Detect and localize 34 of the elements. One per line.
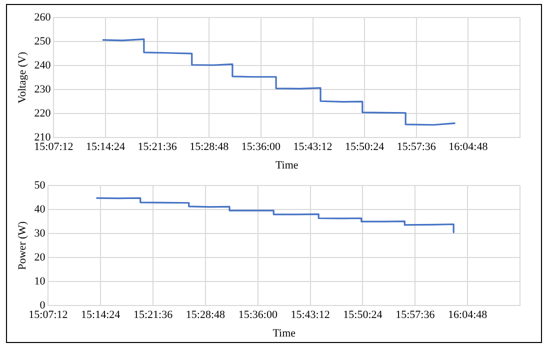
x-tick-label: 15:36:00 [238, 309, 278, 322]
y-axis-title: Voltage (V) [16, 52, 28, 104]
y-axis-title: Power (W) [16, 220, 28, 270]
x-tick-label: 15:07:12 [28, 309, 68, 322]
x-tick-label: 15:14:24 [86, 141, 126, 154]
x-tick-label: 16:04:48 [448, 309, 488, 322]
x-tick-label: 15:28:48 [190, 141, 230, 154]
y-tick-label: 220 [34, 107, 52, 120]
x-tick-label: 16:04:48 [448, 141, 488, 154]
y-tick-label: 210 [34, 131, 52, 144]
x-tick-label: 15:14:24 [81, 309, 121, 322]
y-tick-label: 50 [34, 179, 46, 192]
x-tick-label: 15:57:36 [396, 141, 436, 154]
x-tick-label: 15:50:24 [345, 141, 385, 154]
x-tick-label: 15:21:36 [138, 141, 178, 154]
y-tick-label: 240 [34, 59, 52, 72]
x-tick-label: 15:28:48 [186, 309, 226, 322]
y-tick-label: 230 [34, 83, 52, 96]
x-tick-label: 15:57:36 [396, 309, 436, 322]
x-tick-label: 15:36:00 [241, 141, 281, 154]
x-axis-title: Time [272, 327, 296, 340]
x-tick-label: 15:07:12 [34, 141, 74, 154]
y-tick-label: 30 [34, 227, 46, 240]
y-tick-label: 250 [34, 35, 52, 48]
x-axis-title: Time [275, 159, 298, 172]
y-tick-label: 10 [34, 275, 46, 288]
x-tick-label: 15:50:24 [343, 309, 383, 322]
y-tick-label: 20 [34, 251, 46, 264]
y-tick-label: 260 [34, 11, 52, 24]
x-tick-label: 15:43:12 [290, 309, 330, 322]
x-tick-label: 15:21:36 [133, 309, 174, 322]
y-tick-label: 0 [40, 299, 46, 312]
x-tick-label: 15:43:12 [293, 141, 332, 154]
y-tick-label: 40 [34, 203, 46, 216]
